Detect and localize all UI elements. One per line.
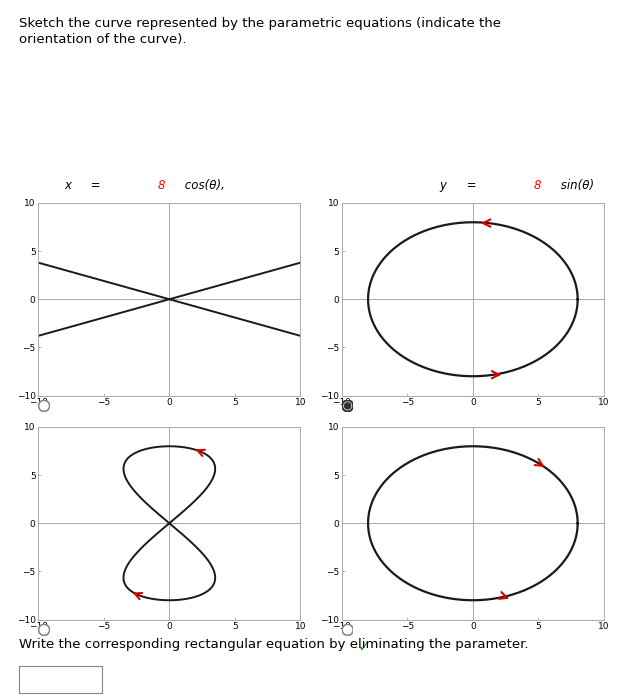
Text: sin(θ): sin(θ): [557, 178, 594, 192]
Circle shape: [38, 624, 50, 636]
Text: Write the corresponding rectangular equation by eliminating the parameter.: Write the corresponding rectangular equa…: [19, 638, 528, 652]
Circle shape: [342, 400, 353, 412]
Text: =: =: [88, 178, 105, 192]
Text: =: =: [463, 178, 480, 192]
Text: y: y: [440, 178, 446, 192]
Text: 8: 8: [533, 178, 541, 192]
Text: 8: 8: [158, 178, 166, 192]
Circle shape: [344, 402, 351, 409]
Circle shape: [342, 624, 353, 636]
Circle shape: [38, 400, 50, 412]
Text: x: x: [64, 178, 71, 192]
Text: ✓: ✓: [358, 639, 371, 654]
Text: Sketch the curve represented by the parametric equations (indicate the
orientati: Sketch the curve represented by the para…: [19, 18, 501, 46]
Text: cos(θ),: cos(θ),: [181, 178, 236, 192]
